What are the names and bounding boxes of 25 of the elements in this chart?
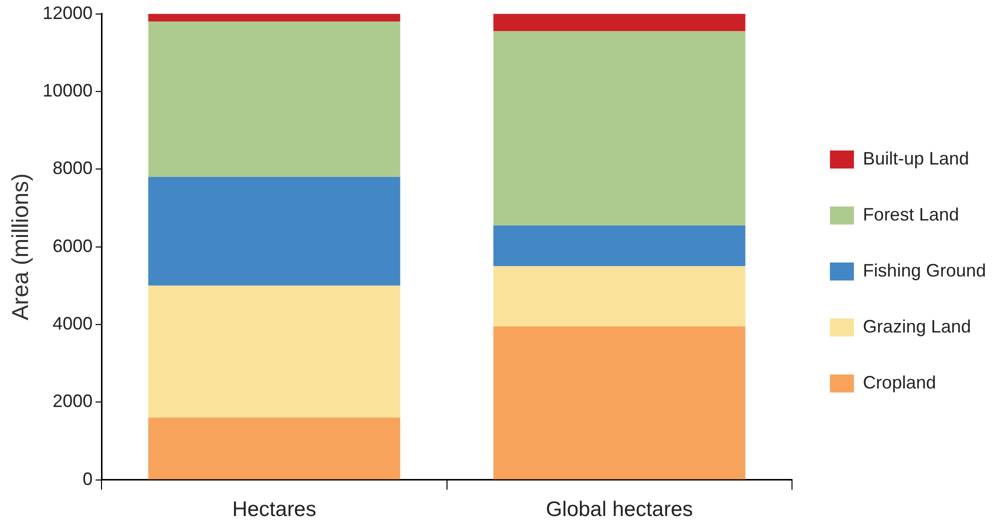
y-axis-title: Area (millions) — [7, 173, 34, 320]
y-tick-label: 8000 — [52, 158, 93, 178]
y-tick-label: 0 — [82, 468, 93, 489]
x-tick-label: Global hectares — [546, 498, 693, 522]
legend-label: Built-up Land — [862, 148, 970, 168]
y-tick-label: 12000 — [42, 2, 93, 23]
y-tick-label: 6000 — [52, 236, 93, 256]
bar — [148, 176, 400, 286]
bar — [493, 31, 746, 226]
bar — [148, 286, 400, 418]
legend-label: Forest Land — [862, 204, 959, 224]
legend-label: Cropland — [862, 372, 936, 392]
bar — [493, 225, 746, 266]
y-tick-label: 4000 — [52, 313, 93, 334]
x-tick-label: Hectares — [232, 498, 316, 522]
bar — [493, 14, 746, 32]
bar — [493, 326, 746, 480]
y-tick-label: 10000 — [42, 80, 93, 100]
legend-label: Grazing Land — [862, 316, 972, 336]
bar — [148, 22, 400, 177]
legend-label: Fishing Ground — [862, 260, 986, 280]
bar — [148, 14, 400, 22]
y-tick-label: 2000 — [52, 391, 93, 412]
bar — [148, 418, 400, 480]
bar — [493, 266, 746, 326]
